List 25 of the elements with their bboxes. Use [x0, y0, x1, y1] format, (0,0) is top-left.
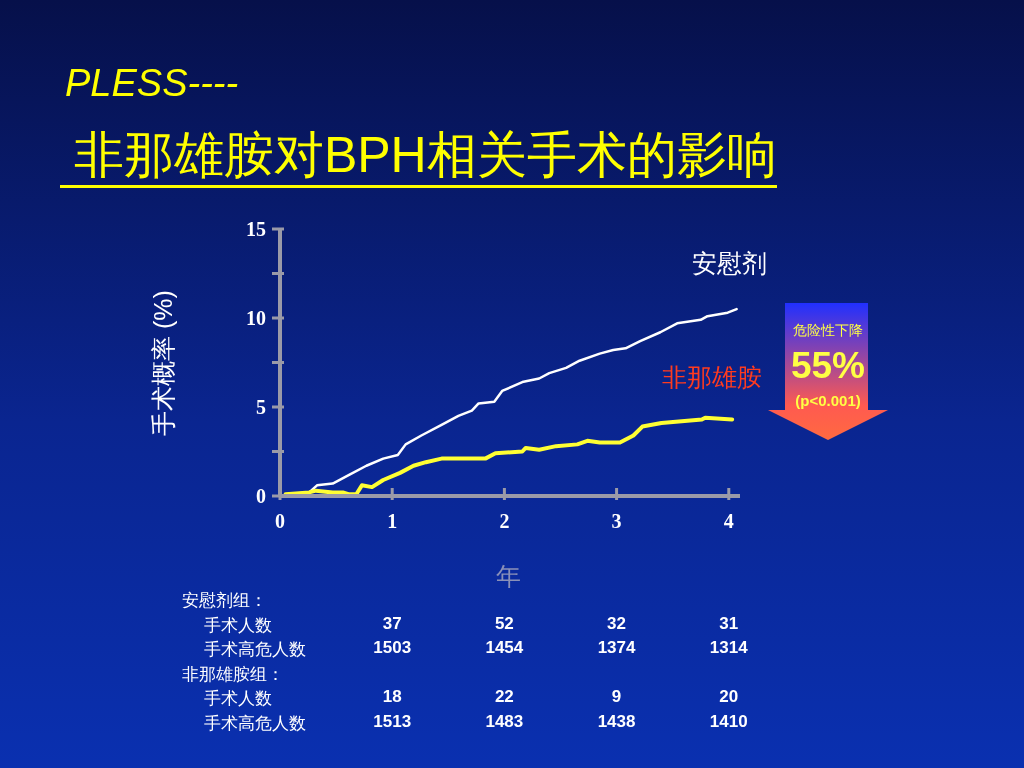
x-tick-label: 1	[387, 510, 398, 532]
text: (p<0.001)	[794, 392, 862, 409]
y-tick-label: 0	[256, 485, 266, 507]
text: 危险性下降	[792, 322, 864, 340]
text: 55%	[789, 345, 867, 387]
x-tick-label: 4	[723, 510, 734, 532]
chart-subtitle: 非那雄胺对BPH相关手术的影响	[60, 125, 777, 188]
text: 安慰剂组：	[182, 590, 267, 612]
y-tick-label: 5	[256, 396, 266, 418]
x-axis-title: 年	[496, 561, 521, 592]
x-tick-label: 3	[611, 510, 622, 532]
text: 非那雄胺组：	[182, 663, 284, 686]
y-tick-label: 10	[246, 307, 266, 329]
series-label: 安慰剂	[690, 248, 767, 280]
text: 手术高危人数 1503 1454 1374 1314	[204, 638, 748, 659]
chart-title: PLESS----	[65, 62, 239, 105]
y-axis-title: 手术概率 (%)	[147, 289, 178, 436]
y-tick-label: 15	[246, 218, 266, 240]
text: 手术人数 37 52 32 31	[204, 613, 739, 635]
x-tick-label: 0	[275, 510, 285, 532]
text: 手术高危人数 1513 1483 1438 1410	[204, 711, 748, 733]
series-label: 非那雄胺	[661, 362, 763, 394]
text: 手术人数 18 22 9 20	[204, 687, 739, 708]
line-series	[283, 415, 735, 496]
x-tick-label: 2	[499, 510, 510, 532]
